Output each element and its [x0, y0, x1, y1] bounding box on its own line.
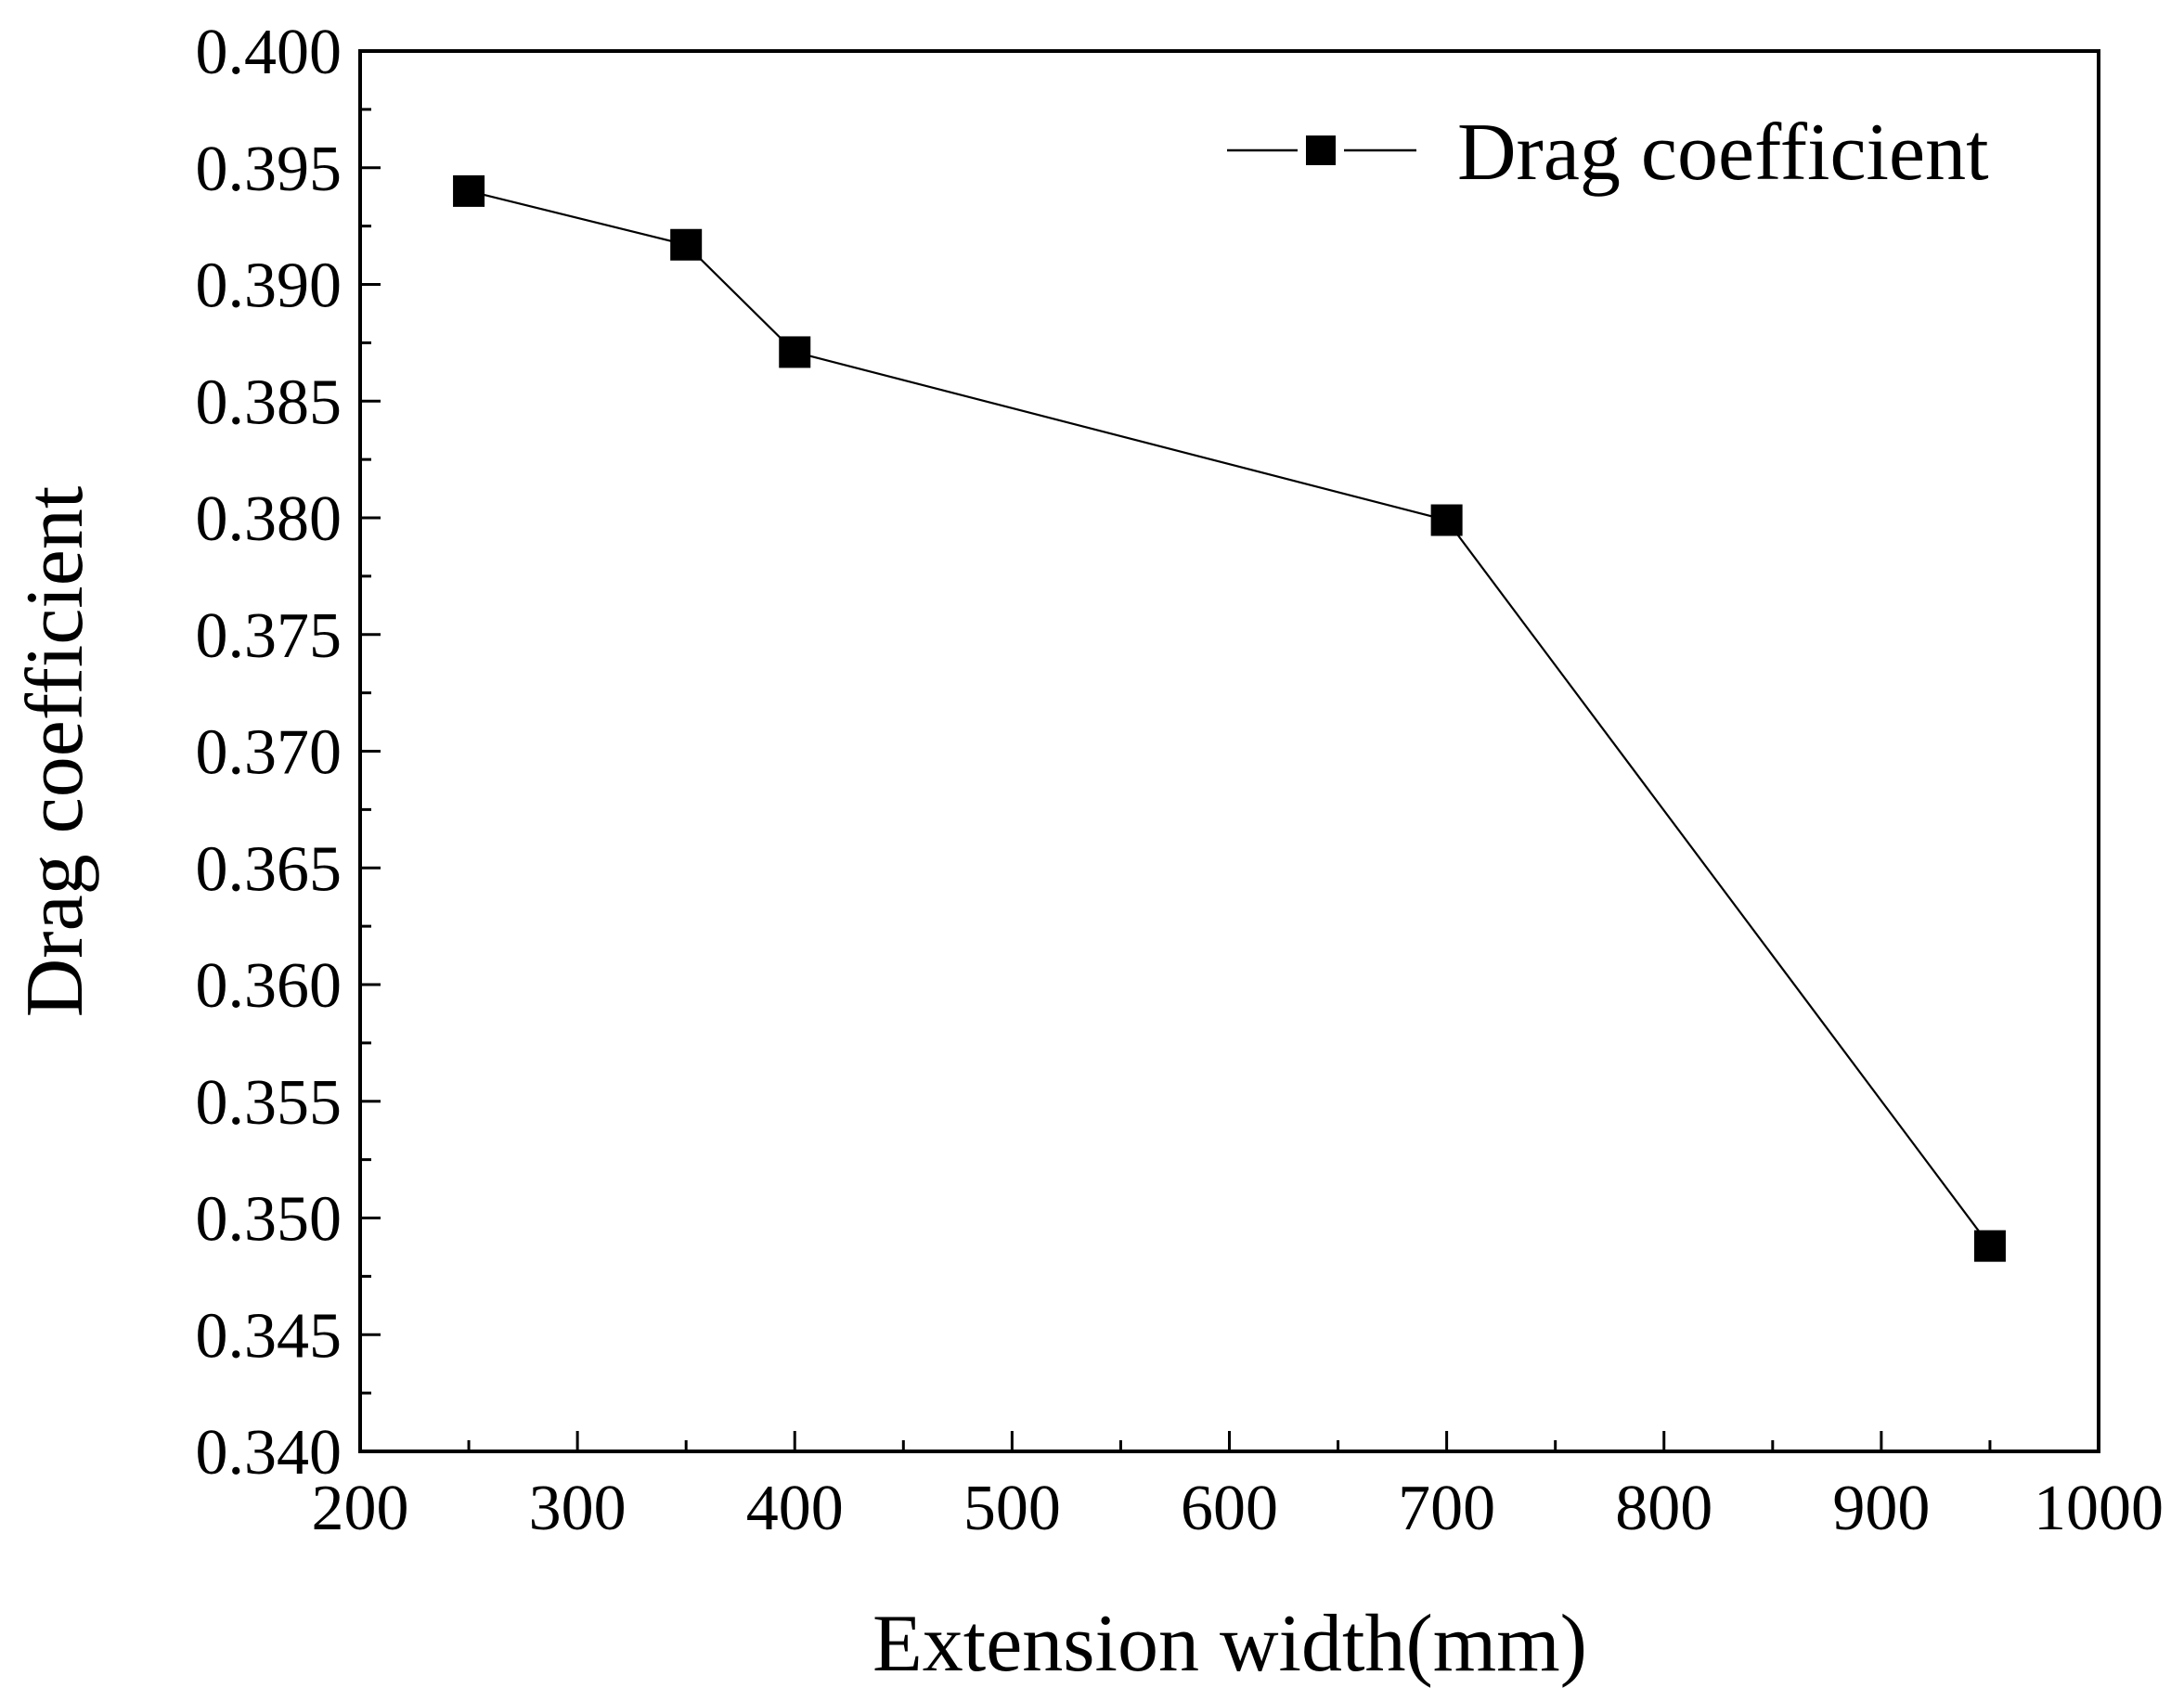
- y-tick-label: 0.390: [196, 251, 342, 322]
- x-major-ticks: [358, 1431, 2100, 1451]
- legend-marker: [1306, 135, 1336, 165]
- x-tick-label: 400: [746, 1473, 844, 1544]
- y-tick-label: 0.400: [196, 17, 342, 88]
- data-point: [453, 174, 485, 207]
- x-tick-label: 900: [1832, 1473, 1930, 1544]
- series-markers: [453, 174, 2006, 1262]
- x-tick-label: 700: [1398, 1473, 1495, 1544]
- x-tick-label: 600: [1181, 1473, 1278, 1544]
- data-point: [779, 336, 811, 368]
- x-tick-label: 1000: [2034, 1473, 2164, 1544]
- y-tick-label: 0.365: [196, 833, 342, 905]
- y-tick-label: 0.360: [196, 950, 342, 1022]
- plot-frame: [358, 49, 2100, 1453]
- legend: Drag coefficient: [1227, 108, 1989, 198]
- y-tick-label: 0.395: [196, 134, 342, 205]
- y-major-ticks: [360, 49, 381, 1453]
- x-tick-label: 300: [529, 1473, 627, 1544]
- y-tick-label: 0.385: [196, 367, 342, 438]
- legend-label: Drag coefficient: [1457, 108, 1989, 198]
- x-axis-label: Extension width(mm): [872, 1599, 1587, 1689]
- data-point: [1973, 1230, 2006, 1262]
- x-tick-label: 200: [312, 1473, 409, 1544]
- data-point: [1430, 504, 1463, 536]
- x-tick-labels: 200 300 400 500 600 700 800 900 1000: [312, 1473, 2165, 1544]
- y-tick-label: 0.380: [196, 483, 342, 555]
- x-tick-label: 500: [963, 1473, 1061, 1544]
- data-point: [670, 228, 703, 261]
- y-tick-label: 0.355: [196, 1067, 342, 1139]
- x-tick-label: 800: [1615, 1473, 1712, 1544]
- y-tick-label: 0.350: [196, 1184, 342, 1256]
- y-tick-label: 0.340: [196, 1417, 342, 1488]
- series-polyline: [468, 189, 1991, 1247]
- y-axis-label: Drag coefficient: [10, 486, 100, 1018]
- series-line: [468, 189, 1991, 1247]
- y-tick-label: 0.370: [196, 717, 342, 789]
- y-tick-label: 0.345: [196, 1300, 342, 1372]
- y-tick-label: 0.375: [196, 600, 342, 672]
- y-tick-labels: 0.340 0.345 0.350 0.355 0.360 0.365 0.370 0.375…: [196, 17, 342, 1488]
